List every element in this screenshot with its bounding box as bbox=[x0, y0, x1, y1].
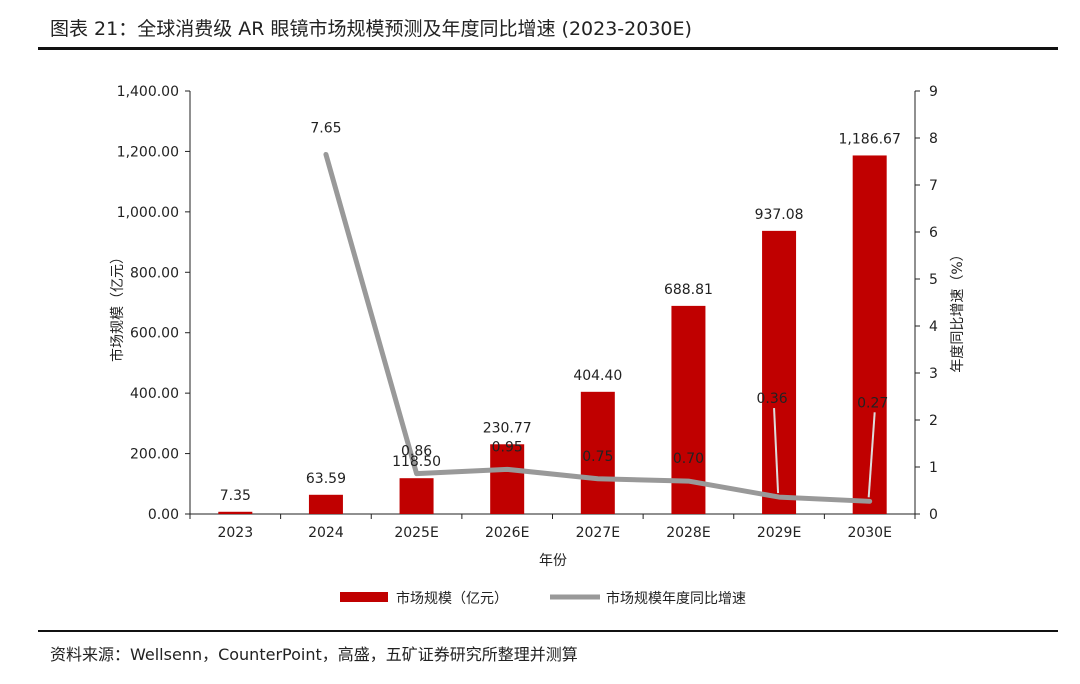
line-data-label: 0.95 bbox=[492, 439, 523, 455]
legend: 市场规模（亿元） 市场规模年度同比增速 bbox=[340, 590, 746, 607]
bar bbox=[762, 230, 797, 514]
bar bbox=[852, 155, 887, 515]
right-tick-label: 6 bbox=[929, 225, 938, 241]
legend-bar-label: 市场规模（亿元） bbox=[396, 590, 508, 607]
bar-data-label: 7.35 bbox=[220, 488, 251, 504]
right-tick-label: 0 bbox=[929, 507, 938, 523]
x-axis-title: 年份 bbox=[539, 553, 567, 569]
bar bbox=[218, 511, 253, 514]
chart-title: 图表 21：全球消费级 AR 眼镜市场规模预测及年度同比增速 (2023-203… bbox=[50, 18, 692, 40]
left-tick-label: 200.00 bbox=[130, 447, 179, 463]
left-tick-label: 0.00 bbox=[148, 507, 179, 523]
x-tick-label: 2025E bbox=[394, 525, 438, 541]
bar bbox=[580, 391, 615, 514]
line-data-label: 0.75 bbox=[582, 449, 613, 465]
bar bbox=[308, 494, 343, 514]
right-tick-label: 3 bbox=[929, 366, 938, 382]
line-data-label: 0.36 bbox=[756, 391, 787, 407]
right-tick-label: 4 bbox=[929, 319, 938, 335]
legend-line-label: 市场规模年度同比增速 bbox=[606, 590, 746, 607]
bar-data-label: 63.59 bbox=[306, 471, 346, 487]
line-data-label: 0.27 bbox=[857, 395, 888, 411]
line-label-leader bbox=[867, 412, 876, 498]
top-rule bbox=[38, 47, 1058, 50]
right-tick-label: 2 bbox=[929, 413, 938, 429]
x-tick-label: 2026E bbox=[485, 525, 529, 541]
data-label-layer: 7.35 63.59 118.50 230.77 404.40 688.81 937.08 1… bbox=[220, 120, 901, 503]
bottom-rule bbox=[38, 630, 1058, 632]
x-tick-label: 2029E bbox=[757, 525, 801, 541]
line-series-layer bbox=[323, 151, 873, 504]
right-tick-label: 8 bbox=[929, 131, 938, 147]
line-data-label: 7.65 bbox=[310, 120, 341, 136]
left-tick-label: 400.00 bbox=[130, 386, 179, 402]
axes-layer: 0.00 200.00 400.00 600.00 800.00 1,000.00 1,20… bbox=[117, 84, 938, 541]
source-note: 资料来源：Wellsenn，CounterPoint，高盛，五矿证券研究所整理并… bbox=[50, 645, 578, 664]
x-tick-label: 2023 bbox=[217, 525, 253, 541]
bar-data-label: 118.50 bbox=[392, 454, 441, 470]
line-data-label: 0.70 bbox=[673, 451, 704, 467]
left-tick-label: 800.00 bbox=[130, 265, 179, 281]
bar-data-label: 404.40 bbox=[573, 368, 622, 384]
x-tick-label: 2027E bbox=[576, 525, 620, 541]
left-tick-label: 1,200.00 bbox=[117, 144, 179, 160]
bar-series-layer bbox=[218, 155, 887, 515]
x-tick-label: 2030E bbox=[847, 525, 891, 541]
right-tick-label: 5 bbox=[929, 272, 938, 288]
line-data-label: 0.86 bbox=[401, 444, 432, 460]
legend-bar-swatch bbox=[340, 592, 388, 602]
left-tick-label: 1,400.00 bbox=[117, 84, 179, 100]
left-tick-label: 1,000.00 bbox=[117, 205, 179, 221]
bar-data-label: 230.77 bbox=[483, 420, 532, 436]
left-axis-title: 市场规模（亿元） bbox=[109, 250, 126, 362]
bar-data-label: 937.08 bbox=[755, 207, 804, 223]
right-tick-label: 7 bbox=[929, 178, 938, 194]
bar bbox=[399, 478, 434, 514]
right-axis-title: 年度同比增速（%） bbox=[950, 247, 966, 372]
bar-data-label: 1,186.67 bbox=[839, 131, 901, 147]
bar-data-label: 688.81 bbox=[664, 282, 713, 298]
growth-line bbox=[323, 151, 873, 504]
right-tick-label: 1 bbox=[929, 460, 938, 476]
x-tick-label: 2024 bbox=[308, 525, 344, 541]
left-tick-label: 600.00 bbox=[130, 326, 179, 342]
x-tick-label: 2028E bbox=[666, 525, 710, 541]
line-label-leader bbox=[773, 408, 780, 494]
right-tick-label: 9 bbox=[929, 84, 938, 100]
bar bbox=[490, 444, 525, 514]
